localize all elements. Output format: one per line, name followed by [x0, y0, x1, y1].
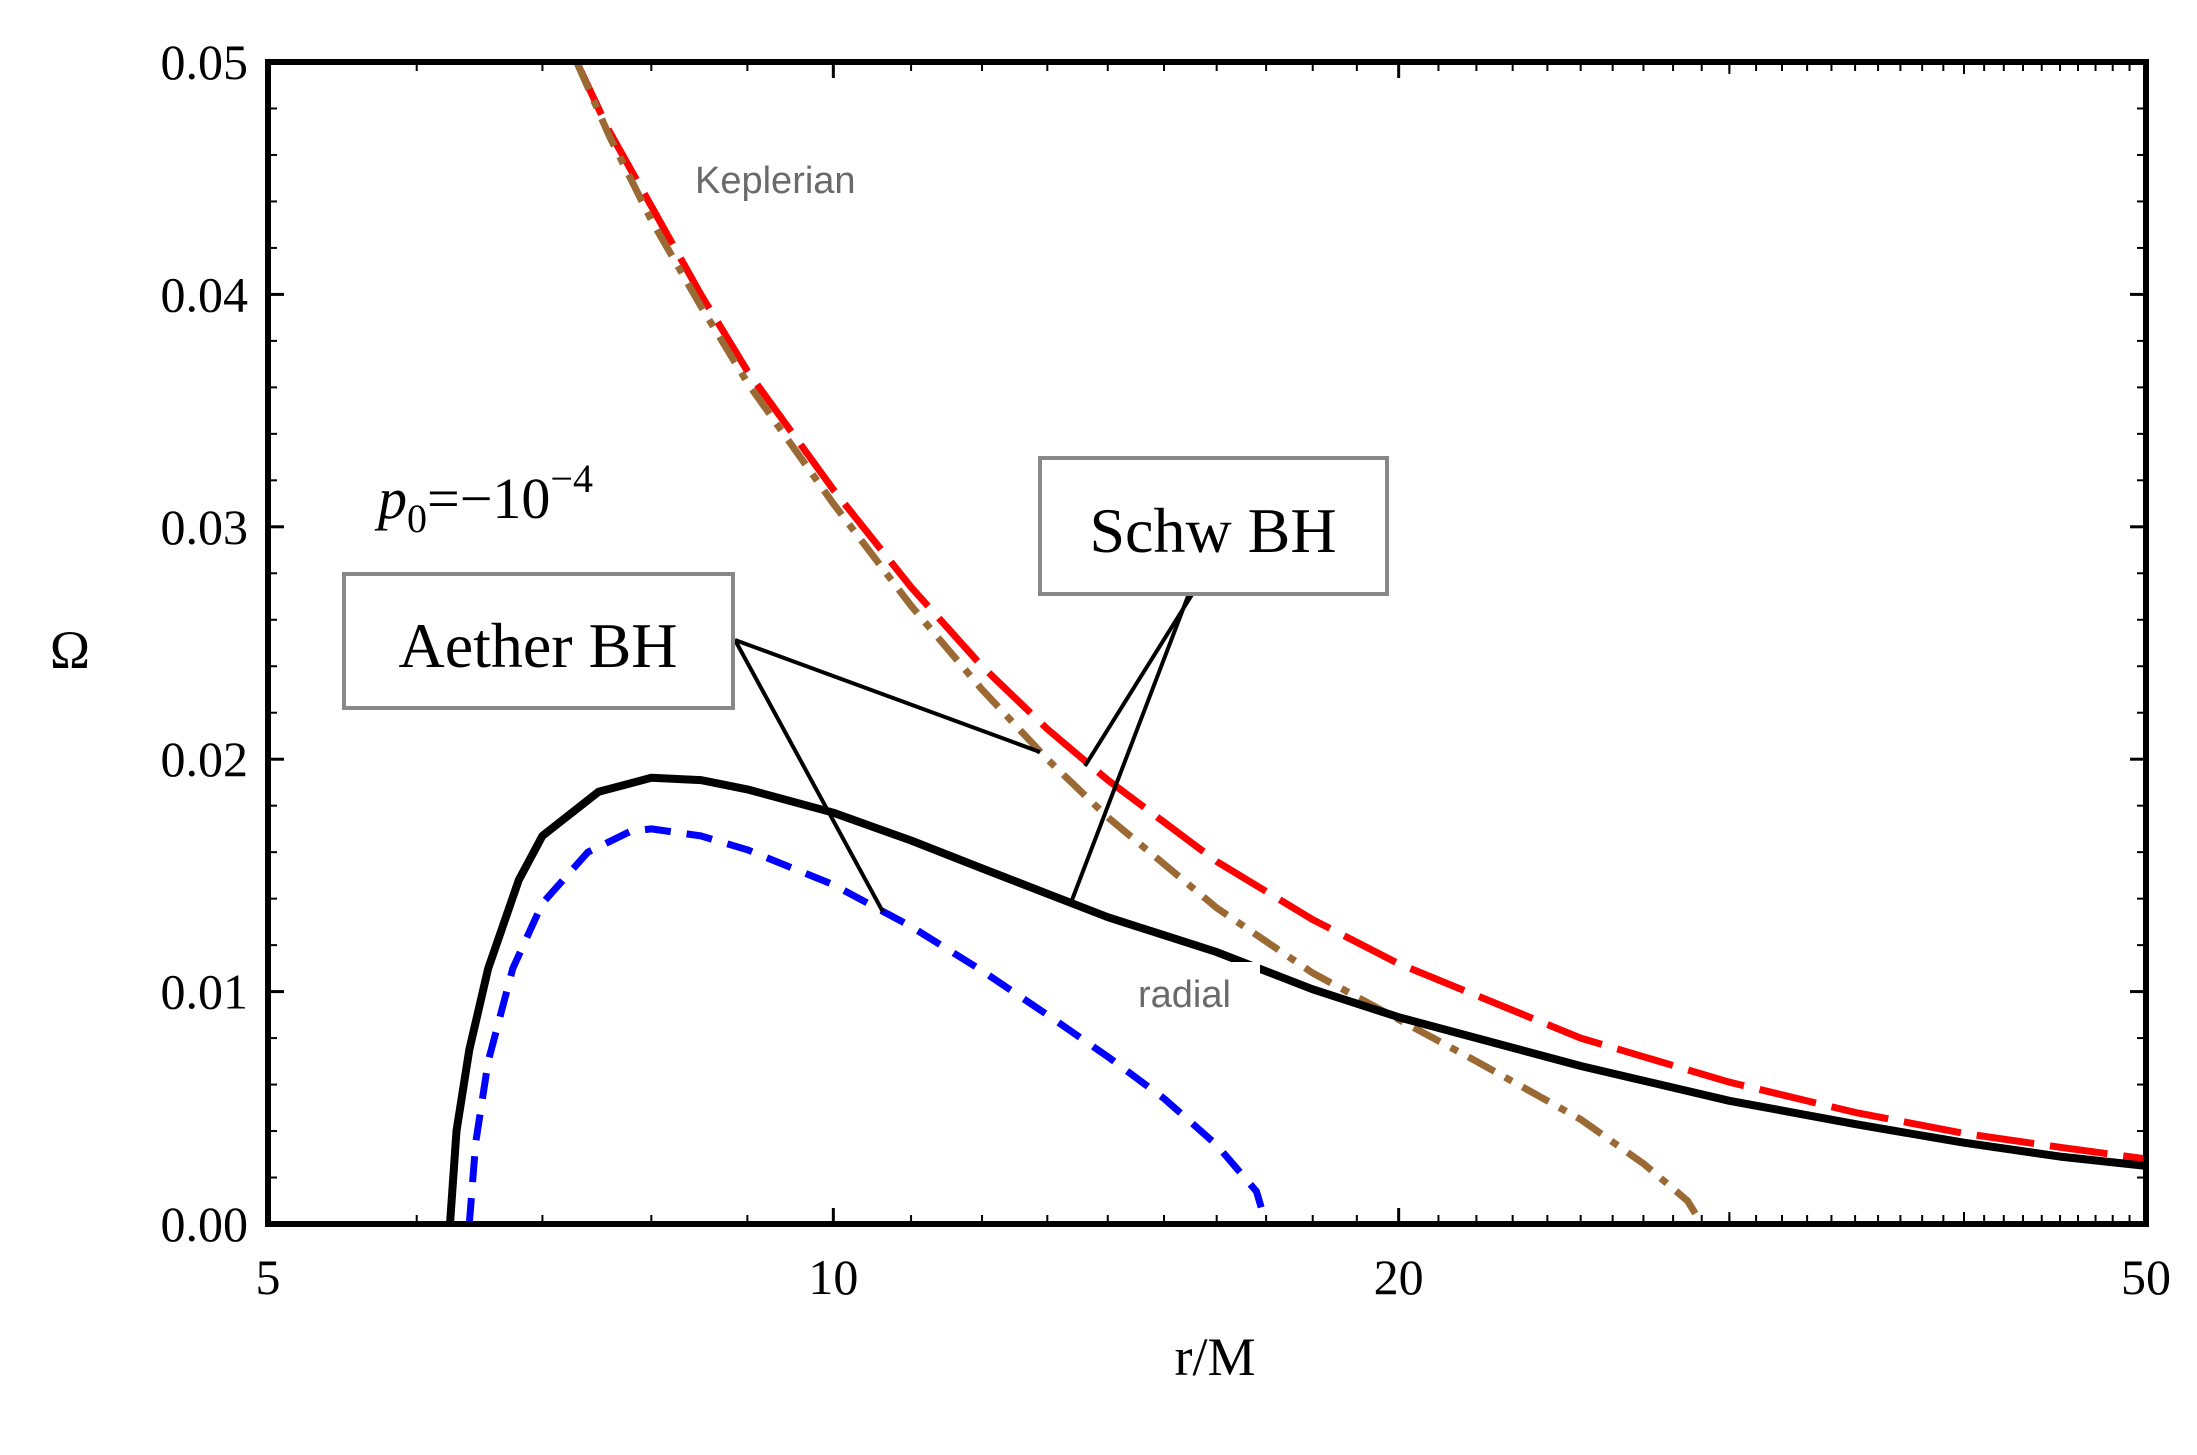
schw-bh-box — [1038, 456, 1389, 596]
x-tick-label: 10 — [808, 1249, 858, 1305]
aether-bh-callout: Aether BH — [342, 572, 1041, 913]
x-tick-label: 20 — [1374, 1249, 1424, 1305]
param-exp: −4 — [550, 456, 593, 501]
param-sub: 0 — [407, 496, 427, 541]
x-axis-title: r/M — [1175, 1327, 1256, 1387]
y-tick-label: 0.02 — [161, 731, 249, 787]
radial-schw-curve — [446, 773, 2146, 1224]
y-tick-label: 0.01 — [161, 964, 249, 1020]
aether-leader-line-1 — [734, 638, 1041, 754]
keplerian-aether-curve — [573, 62, 1705, 1224]
schw-bh-callout: Schw BH — [1038, 456, 1389, 901]
y-tick-label: 0.00 — [161, 1196, 249, 1252]
radial-label: radial — [1138, 974, 1231, 1016]
tick-layer: 5 10 20 50 0.00 0.01 0.02 0.03 0.04 0.05 — [161, 34, 2172, 1305]
param-eq: =−10 — [427, 466, 550, 531]
keplerian-label: Keplerian — [695, 160, 856, 202]
plot-frame — [265, 59, 2149, 1227]
keplerian-schw-curve — [573, 62, 2146, 1163]
parameter-label: p0=−10−4 — [374, 456, 593, 541]
param-base: p — [374, 466, 407, 531]
schw-bh-label: Schw BH — [1089, 495, 1336, 566]
x-tick-label: 50 — [2121, 1249, 2171, 1305]
aether-leader-line-2 — [733, 639, 885, 913]
series-layer — [446, 62, 2146, 1224]
radial-aether-curve — [465, 825, 1270, 1224]
y-tick-label: 0.05 — [161, 34, 249, 90]
aether-bh-box — [342, 572, 735, 710]
y-axis-title: Ω — [50, 620, 90, 680]
schw-leader-line-2 — [1070, 569, 1200, 901]
y-tick-label: 0.03 — [161, 499, 249, 555]
y-tick-label: 0.04 — [161, 266, 249, 322]
x-tick-label: 5 — [256, 1249, 281, 1305]
aether-bh-label: Aether BH — [398, 610, 677, 681]
radial-label-bg — [1125, 962, 1260, 1020]
